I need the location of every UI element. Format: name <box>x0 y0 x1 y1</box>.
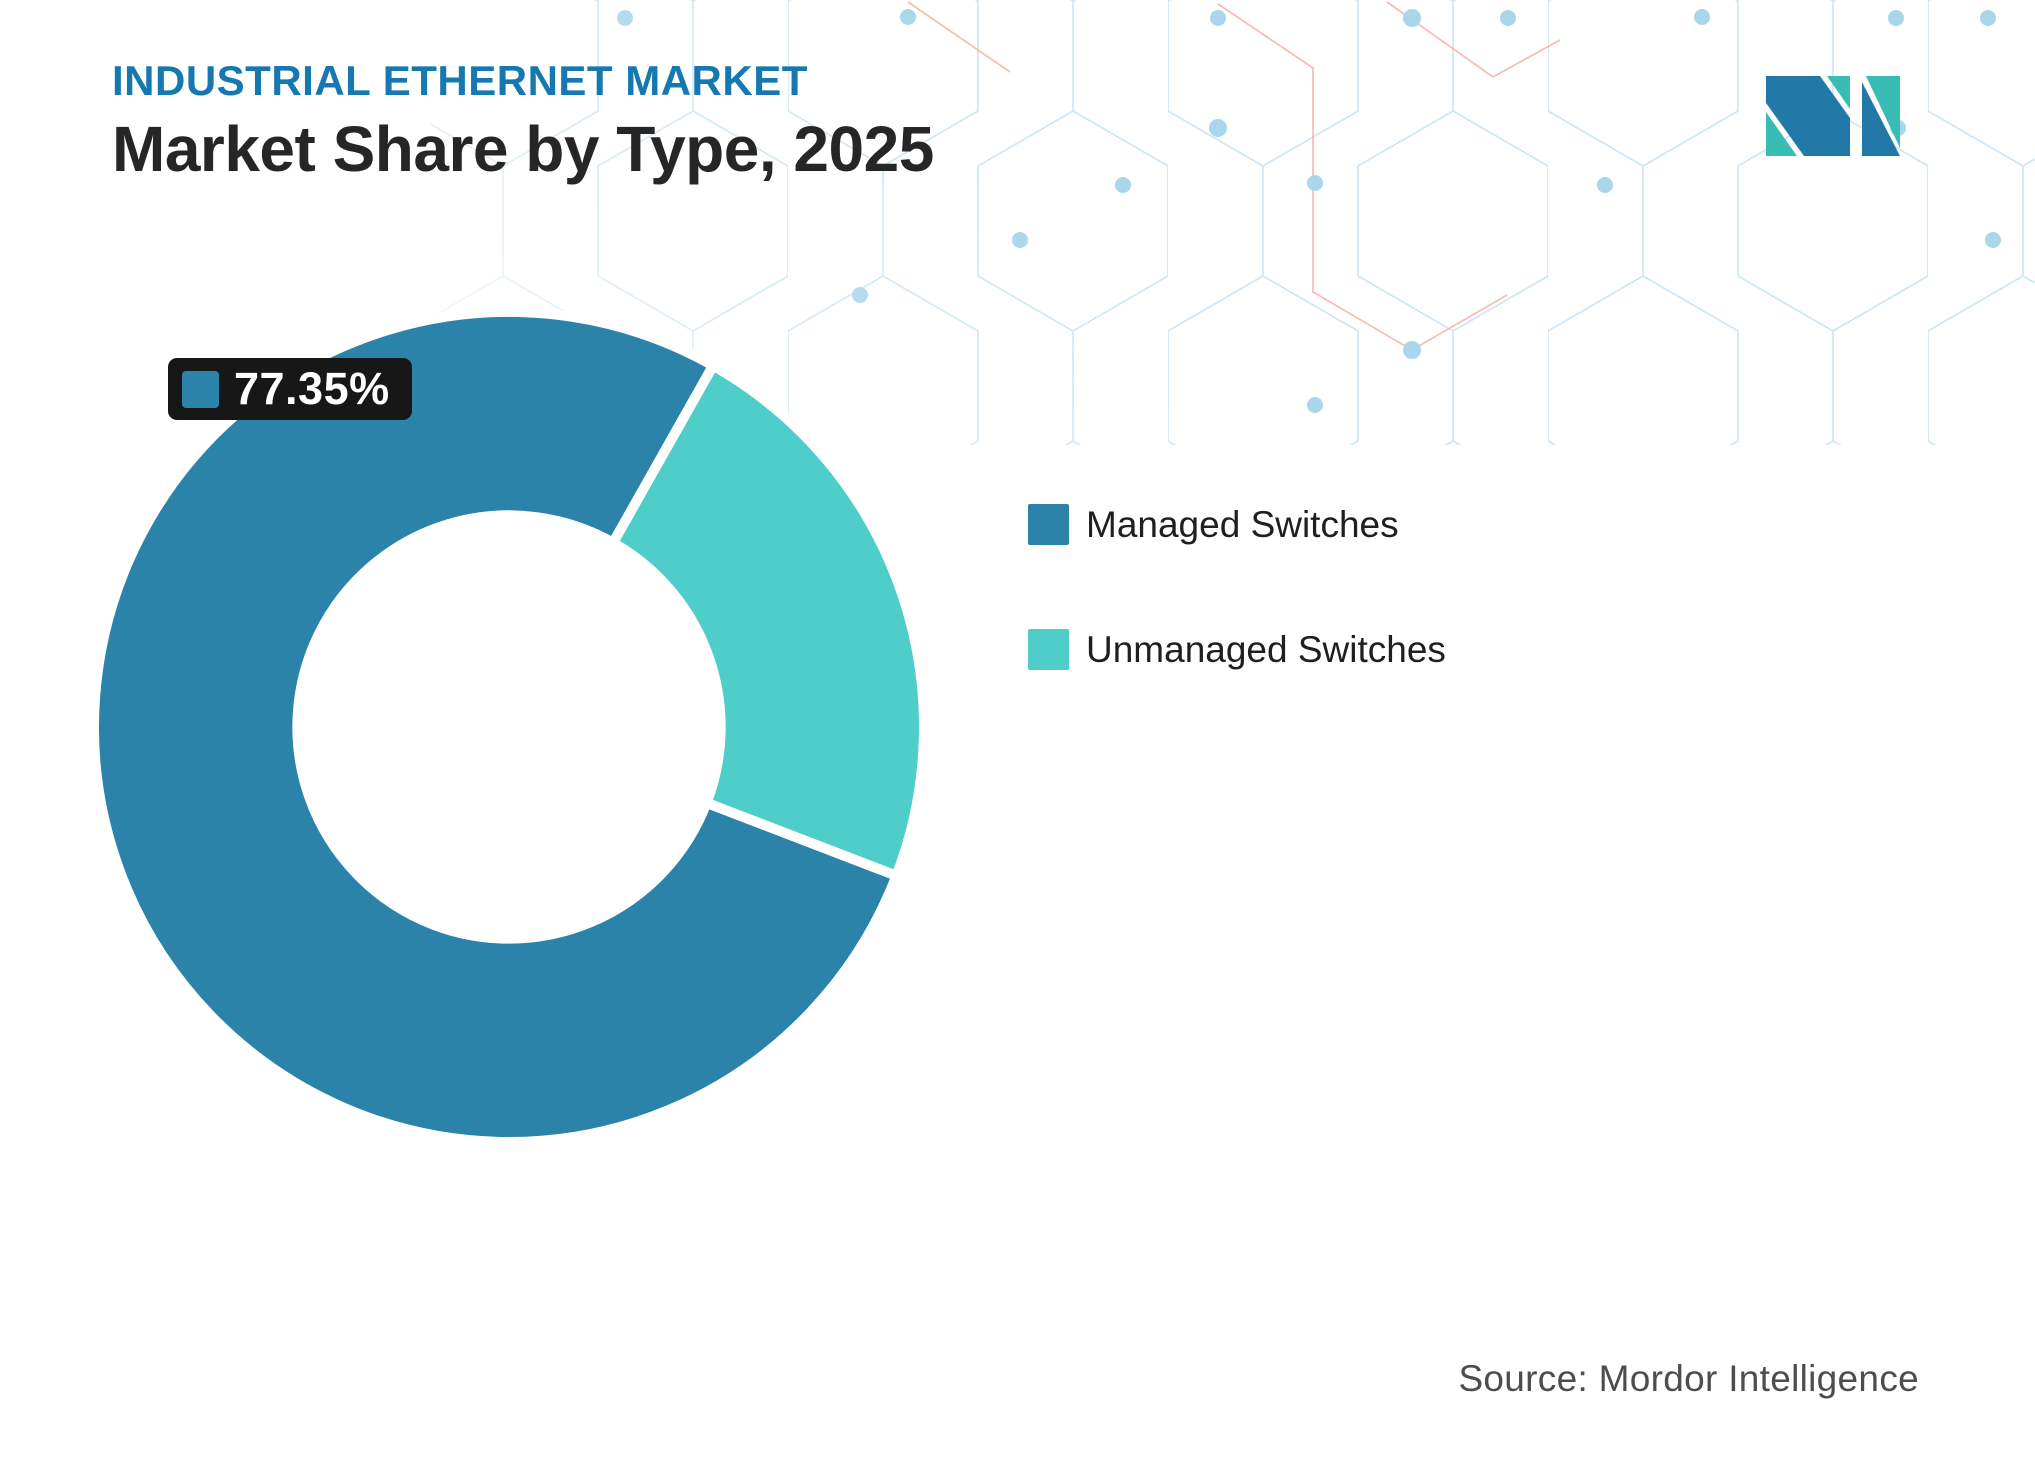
logo-m-block <box>1766 76 1850 156</box>
legend: Managed Switches Unmanaged Switches <box>1028 504 1446 754</box>
data-label-swatch <box>182 370 219 408</box>
report-name: INDUSTRIAL ETHERNET MARKET <box>112 57 808 104</box>
legend-item-unmanaged-switches[interactable]: Unmanaged Switches <box>1028 629 1446 670</box>
data-label-value: 77.35% <box>234 363 390 414</box>
legend-label-unmanaged: Unmanaged Switches <box>1086 629 1446 670</box>
donut-slice-unmanaged-switches[interactable] <box>606 358 929 883</box>
donut-slice-managed-switches[interactable] <box>89 307 903 1147</box>
mordor-intelligence-logo <box>1766 76 1900 156</box>
legend-swatch-managed <box>1028 504 1069 545</box>
data-label-managed-switches: 77.35% <box>168 358 412 420</box>
legend-swatch-unmanaged <box>1028 629 1069 670</box>
logo-i-block <box>1862 76 1900 156</box>
chart-title: Market Share by Type, 2025 <box>112 113 934 186</box>
source-attribution: Source: Mordor Intelligence <box>1458 1358 1919 1399</box>
header: INDUSTRIAL ETHERNET MARKET Market Share … <box>112 57 934 186</box>
legend-label-managed: Managed Switches <box>1086 504 1399 545</box>
legend-item-managed-switches[interactable]: Managed Switches <box>1028 504 1446 545</box>
